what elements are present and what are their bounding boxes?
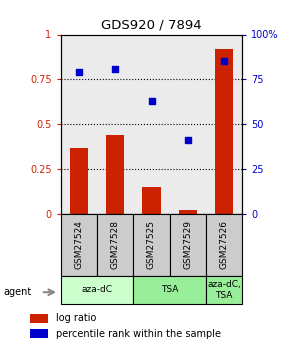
Text: TSA: TSA [161,285,178,294]
Point [185,138,190,143]
Text: agent: agent [3,287,31,297]
Text: GSM27526: GSM27526 [220,220,229,269]
Point [222,59,227,64]
Title: GDS920 / 7894: GDS920 / 7894 [101,19,202,32]
Bar [106,135,124,214]
Bar [97,214,133,276]
Text: GSM27524: GSM27524 [74,220,83,269]
Bar [179,210,197,214]
Text: GSM27525: GSM27525 [147,220,156,269]
Bar [206,214,242,276]
Bar [215,49,233,214]
Bar [30,314,48,323]
Bar [61,214,97,276]
Text: GSM27529: GSM27529 [183,220,192,269]
Bar [30,329,48,338]
Text: percentile rank within the sample: percentile rank within the sample [56,329,221,339]
Text: aza-dC: aza-dC [82,285,112,294]
Bar [70,148,88,214]
Bar [133,276,206,304]
Bar [133,214,170,276]
Bar [61,276,133,304]
Text: GSM27528: GSM27528 [111,220,120,269]
Bar [170,214,206,276]
Text: log ratio: log ratio [56,313,97,323]
Point [149,98,154,104]
Bar [142,187,161,214]
Point [113,66,118,71]
Text: aza-dC,
TSA: aza-dC, TSA [207,280,241,299]
Bar [206,276,242,304]
Point [76,69,81,75]
